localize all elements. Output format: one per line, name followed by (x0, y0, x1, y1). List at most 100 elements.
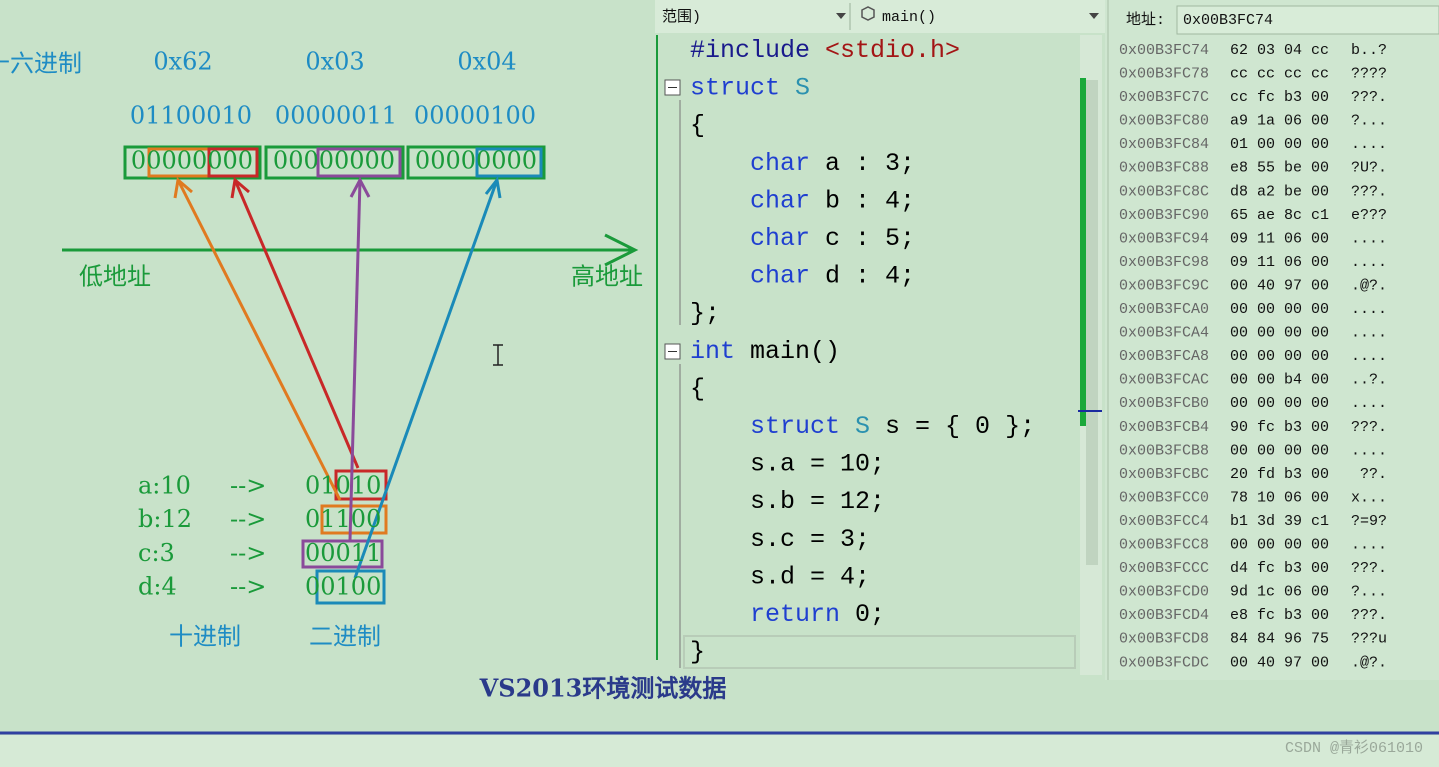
memory-address: 0x00B3FCDC (1119, 654, 1209, 671)
memory-ascii: b..? (1351, 42, 1387, 59)
memory-ascii: ???. (1351, 560, 1387, 577)
code-line: struct S (690, 73, 810, 102)
memory-bytes: 20 fd b3 00 (1230, 466, 1329, 483)
memory-address: 0x00B3FC88 (1119, 160, 1209, 177)
code-token: }; (690, 299, 720, 328)
column-label: 二进制 (309, 623, 381, 651)
code-line: return 0; (690, 600, 885, 629)
arrow-text: --> (230, 539, 266, 567)
memory-panel (1105, 0, 1439, 680)
arrow-text: --> (230, 573, 266, 601)
memory-ascii: .... (1351, 254, 1387, 271)
code-token: c : 5; (825, 224, 915, 253)
hex-value: 0x03 (305, 48, 364, 76)
binary-value: 00000100 (414, 102, 536, 130)
field-binary: 01010 (305, 472, 381, 500)
memory-ascii: ???u (1351, 631, 1387, 648)
memory-bytes: 00 00 b4 00 (1230, 372, 1329, 389)
memory-address: 0x00B3FCD0 (1119, 584, 1209, 601)
arrow-text: --> (230, 505, 266, 533)
memory-address: 0x00B3FCC4 (1119, 513, 1209, 530)
code-token: char (690, 224, 825, 253)
code-token: #include (690, 36, 825, 65)
caption: VS2013环境测试数据 (479, 674, 727, 703)
memory-ascii: ?U?. (1351, 160, 1387, 177)
memory-ascii: ???. (1351, 607, 1387, 624)
memory-bytes: 78 10 06 00 (1230, 489, 1329, 506)
memory-address: 0x00B3FC98 (1119, 254, 1209, 271)
code-token: { (690, 111, 705, 140)
memory-address: 0x00B3FC94 (1119, 230, 1209, 247)
memory-ascii: ?... (1351, 113, 1387, 130)
memory-ascii: ?=9? (1351, 513, 1387, 530)
code-token: S (795, 73, 810, 102)
field-name: b:12 (138, 505, 192, 533)
code-line: s.a = 10; (690, 449, 885, 478)
code-line: { (690, 374, 705, 403)
code-token: } (690, 637, 705, 666)
column-label: 十进制 (169, 623, 241, 651)
memory-bytes: d4 fc b3 00 (1230, 560, 1329, 577)
code-line: char d : 4; (690, 261, 915, 290)
code-line: char a : 3; (690, 148, 915, 177)
memory-ascii: .... (1351, 442, 1387, 459)
address-label: 地址: (1126, 11, 1165, 29)
memory-address: 0x00B3FCB8 (1119, 442, 1209, 459)
memory-bytes: 90 fc b3 00 (1230, 419, 1329, 436)
memory-ascii: .... (1351, 348, 1387, 365)
code-line: int main() (690, 336, 840, 365)
footer-area (0, 735, 1439, 767)
code-line: s.c = 3; (690, 524, 870, 553)
memory-byte: 00000000 (273, 147, 395, 175)
memory-address: 0x00B3FCBC (1119, 466, 1209, 483)
code-line: s.d = 4; (690, 562, 870, 591)
memory-ascii: .... (1351, 325, 1387, 342)
field-name: c:3 (138, 539, 175, 567)
address-input[interactable] (1176, 5, 1439, 35)
memory-address: 0x00B3FC7C (1119, 89, 1209, 106)
code-line: struct S s = { 0 }; (690, 412, 1035, 441)
code-token: struct (690, 73, 795, 102)
memory-bytes: 01 00 00 00 (1230, 136, 1329, 153)
binary-value: 01100010 (130, 102, 252, 130)
code-line: s.b = 12; (690, 487, 885, 516)
code-token: char (690, 261, 825, 290)
code-line: }; (690, 299, 720, 328)
memory-ascii: .... (1351, 395, 1387, 412)
memory-bytes: d8 a2 be 00 (1230, 183, 1329, 200)
scope-dropdown[interactable]: 范围) (662, 8, 701, 26)
memory-bytes: cc cc cc cc (1230, 66, 1329, 83)
memory-address: 0x00B3FCB0 (1119, 395, 1209, 412)
scroll-thumb[interactable] (1086, 80, 1098, 565)
hex-value: 0x04 (457, 48, 516, 76)
memory-bytes: 62 03 04 cc (1230, 42, 1329, 59)
memory-bytes: 09 11 06 00 (1230, 230, 1329, 247)
memory-bytes: 9d 1c 06 00 (1230, 584, 1329, 601)
memory-address: 0x00B3FC80 (1119, 113, 1209, 130)
code-token: s.b = 12; (690, 487, 885, 516)
field-name: d:4 (138, 573, 177, 601)
memory-address: 0x00B3FC8C (1119, 183, 1209, 200)
memory-ascii: ..?. (1351, 372, 1387, 389)
memory-bytes: 00 40 97 00 (1230, 654, 1329, 671)
function-icon (861, 6, 875, 21)
code-token: char (690, 148, 825, 177)
code-line: { (690, 111, 705, 140)
binary-value: 00000011 (275, 102, 397, 130)
memory-ascii: x... (1351, 489, 1387, 506)
memory-ascii: .@?. (1351, 654, 1387, 671)
code-token: s.a = 10; (690, 449, 885, 478)
function-dropdown[interactable]: main() (882, 9, 936, 26)
memory-ascii: .... (1351, 136, 1387, 153)
memory-address: 0x00B3FCC8 (1119, 537, 1209, 554)
code-token: b : 4; (825, 186, 915, 215)
memory-bytes: 00 00 00 00 (1230, 348, 1329, 365)
memory-ascii: ???. (1351, 419, 1387, 436)
memory-address: 0x00B3FCD8 (1119, 631, 1209, 648)
memory-address: 0x00B3FCA0 (1119, 301, 1209, 318)
code-token: a : 3; (825, 148, 915, 177)
memory-address: 0x00B3FC90 (1119, 207, 1209, 224)
memory-ascii: ???? (1351, 66, 1387, 83)
field-name: a:10 (138, 472, 191, 500)
